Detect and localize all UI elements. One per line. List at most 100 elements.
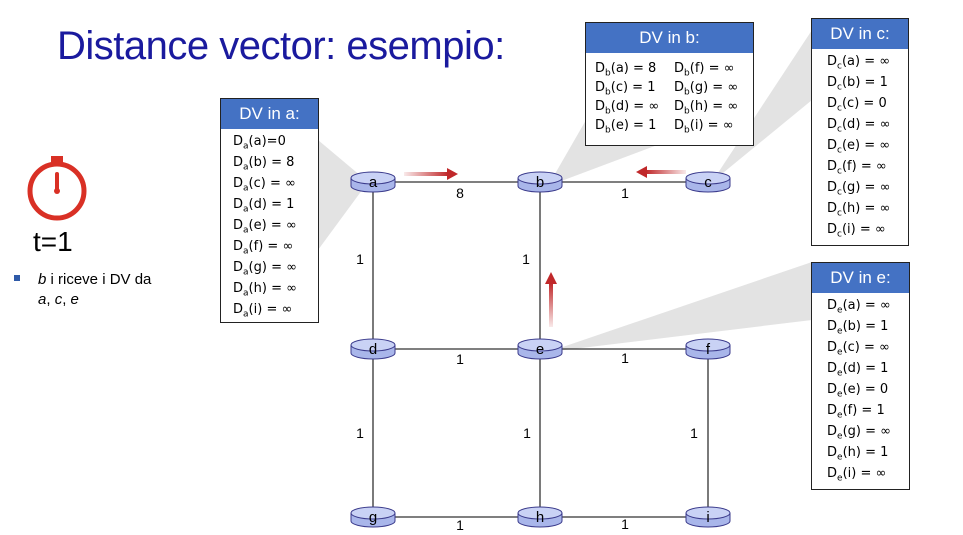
message-arrow-icon: [646, 170, 686, 174]
link-cost: 1: [456, 351, 464, 367]
router-top: [517, 338, 563, 352]
dv-row: Da(c) = ∞: [233, 176, 296, 194]
dv-row: Db(i) = ∞: [674, 118, 734, 136]
dv-row: Dc(b) = 1: [827, 75, 888, 93]
dv-row: Db(f) = ∞: [674, 61, 735, 79]
link-cost: 1: [690, 425, 698, 441]
dv-row: Db(d) = ∞: [595, 99, 660, 117]
link-cost: 1: [621, 350, 629, 366]
dv-row: De(g) = ∞: [827, 424, 891, 442]
dv-row: Da(h) = ∞: [233, 281, 297, 299]
router-label: i: [706, 509, 709, 526]
dv-row: De(a) = ∞: [827, 298, 891, 316]
dv-table-b-col1: Db(a) = 8 Db(c) = 1 Db(d) = ∞ Db(e) = 1: [595, 59, 674, 136]
dv-row: Dc(f) = ∞: [827, 159, 887, 177]
dv-row: Dc(e) = ∞: [827, 138, 891, 156]
router-label: d: [369, 341, 377, 358]
router-c: c: [685, 171, 731, 193]
dv-row: Dc(i) = ∞: [827, 222, 886, 240]
dv-table-e-rows: De(a) = ∞ De(b) = 1 De(c) = ∞ De(d) = 1 De(e…: [812, 293, 909, 484]
dv-row: De(b) = 1: [827, 319, 889, 337]
router-label: f: [706, 341, 711, 358]
link-cost: 1: [621, 185, 629, 201]
dv-row: Da(i) = ∞: [233, 302, 293, 320]
router-a: a: [350, 171, 396, 193]
link-cost: 1: [456, 517, 464, 533]
link-cost: 1: [356, 251, 364, 267]
router-top: [350, 506, 396, 520]
router-top: [685, 171, 731, 185]
links: [372, 181, 709, 518]
router-top: [685, 338, 731, 352]
callout-a: [318, 140, 368, 250]
routers: a b c d e f g h i: [350, 171, 731, 528]
dv-table-b-title: DV in b:: [586, 23, 753, 53]
router-label: c: [704, 174, 712, 191]
dv-row: De(f) = 1: [827, 403, 885, 421]
dv-table-b-rows: Db(a) = 8 Db(c) = 1 Db(d) = ∞ Db(e) = 1 Db(…: [586, 53, 753, 136]
dv-table-c-title: DV in c:: [812, 19, 908, 49]
router-label: b: [536, 174, 544, 191]
link-cost: 1: [522, 251, 530, 267]
router-label: g: [369, 509, 377, 526]
arrow-head: [636, 166, 647, 178]
router-top: [350, 338, 396, 352]
dv-row: De(c) = ∞: [827, 340, 890, 358]
router-f: f: [685, 338, 731, 360]
dv-table-e: DV in e: De(a) = ∞ De(b) = 1 De(c) = ∞ De(d…: [811, 262, 910, 490]
router-g: g: [350, 506, 396, 528]
dv-row: Db(c) = 1: [595, 80, 656, 98]
router-top: [350, 171, 396, 185]
dv-table-c-rows: Dc(a) = ∞ Dc(b) = 1 Dc(c) = 0 Dc(d) = ∞ Dc(e…: [812, 49, 908, 240]
callout-shades: [318, 30, 812, 352]
dv-row: Da(f) = ∞: [233, 239, 294, 257]
dv-row: Da(d) = 1: [233, 197, 295, 215]
link-cost: 1: [621, 516, 629, 532]
dv-table-b-col2: Db(f) = ∞ Db(g) = ∞ Db(h) = ∞ Db(i) = ∞: [674, 59, 753, 136]
dv-row: Dc(g) = ∞: [827, 180, 891, 198]
dv-row: Dc(a) = ∞: [827, 54, 891, 72]
dv-row: De(d) = 1: [827, 361, 889, 379]
dv-table-b: DV in b: Db(a) = 8 Db(c) = 1 Db(d) = ∞ Db(e…: [585, 22, 754, 146]
link-cost: 1: [523, 425, 531, 441]
router-label: h: [536, 509, 544, 526]
link-costs: 8 1 1 1 1 1 1 1 1 1 1: [356, 185, 698, 533]
time-label: t=1: [33, 226, 73, 257]
dv-row: Dc(c) = 0: [827, 96, 887, 114]
router-top: [517, 506, 563, 520]
dv-row: Dc(h) = ∞: [827, 201, 891, 219]
router-h: h: [517, 506, 563, 528]
dv-row: Da(a)=0: [233, 134, 286, 152]
slide-title: Distance vector: esempio:: [57, 24, 505, 68]
router-b: b: [517, 171, 563, 193]
router-top: [685, 506, 731, 520]
router-e: e: [517, 338, 563, 360]
router-d: d: [350, 338, 396, 360]
dv-row: Db(h) = ∞: [674, 99, 739, 117]
dv-table-a: DV in a: Da(a)=0 Da(b) = 8 Da(c) = ∞ Da(d) …: [220, 98, 319, 323]
link-cost: 8: [456, 185, 464, 201]
dv-row: Db(g) = ∞: [674, 80, 739, 98]
square-bullet-icon: [14, 275, 20, 281]
dv-row: Da(e) = ∞: [233, 218, 297, 236]
dv-row: De(h) = 1: [827, 445, 889, 463]
dv-row: De(e) = 0: [827, 382, 889, 400]
dv-row: Da(b) = 8: [233, 155, 295, 173]
dv-row: Db(a) = 8: [595, 61, 657, 79]
router-i: i: [685, 506, 731, 528]
message-arrow-icon: [549, 283, 553, 327]
stopwatch-icon: [27, 156, 87, 221]
dv-table-c: DV in c: Dc(a) = ∞ Dc(b) = 1 Dc(c) = 0 Dc(d…: [811, 18, 909, 246]
dv-row: Da(g) = ∞: [233, 260, 297, 278]
router-label: a: [369, 174, 378, 191]
arrow-head: [447, 168, 458, 180]
dv-table-e-title: DV in e:: [812, 263, 909, 293]
dv-row: Dc(d) = ∞: [827, 117, 891, 135]
dv-row: Db(e) = 1: [595, 118, 657, 136]
dv-table-a-title: DV in a:: [221, 99, 318, 129]
bullet-text: b i riceve i DV da a, c, e: [38, 271, 152, 308]
message-arrows: [404, 166, 686, 327]
link-cost: 1: [356, 425, 364, 441]
